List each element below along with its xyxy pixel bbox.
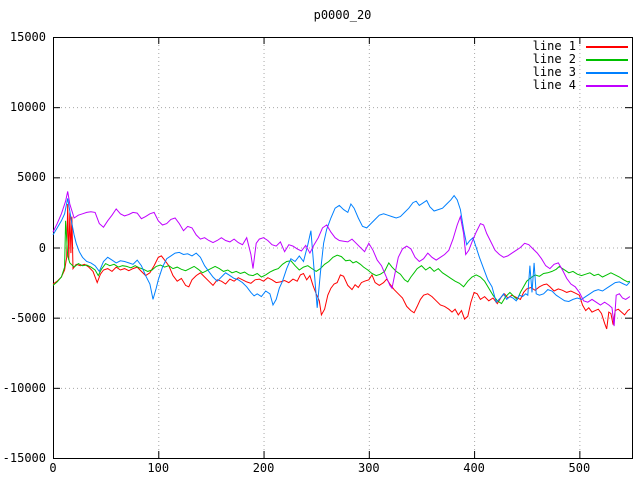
legend-line-sample	[586, 45, 628, 48]
y-axis-tick-label: -10000	[2, 380, 46, 395]
x-axis-tick-label: 0	[49, 461, 57, 475]
legend-label: line 3	[532, 65, 576, 79]
chart-title: p0000_20	[313, 8, 372, 22]
series-line-3	[52, 194, 631, 308]
plot-border	[53, 37, 633, 459]
x-axis-tick-label: 400	[463, 461, 485, 475]
series-line-2	[52, 220, 631, 305]
legend-item: line 1	[533, 40, 628, 53]
y-axis-tick-label: 10000	[9, 100, 46, 115]
x-axis-tick-label: 300	[357, 461, 380, 475]
x-axis-tick-label: 500	[568, 461, 591, 475]
y-axis-tick-label: 15000	[9, 30, 46, 44]
legend-label: line 4	[532, 78, 576, 92]
legend-label: line 1	[532, 39, 576, 53]
legend-item: line 3	[533, 66, 628, 79]
x-axis-tick-label: 100	[147, 461, 170, 475]
y-axis-tick-label: -15000	[2, 451, 46, 465]
legend: line 1 line 2 line 3 line 4	[533, 40, 628, 92]
legend-line-sample	[586, 58, 628, 61]
y-axis-tick-label: 5000	[17, 170, 46, 185]
series-line-4	[52, 191, 631, 327]
legend-line-sample	[586, 84, 628, 87]
y-axis-tick-label: 0	[38, 240, 46, 255]
series-line-1	[52, 203, 631, 330]
legend-item: line 2	[533, 53, 628, 66]
x-axis-tick-label: 200	[252, 461, 275, 475]
legend-label: line 2	[532, 52, 576, 66]
legend-item: line 4	[533, 79, 628, 92]
legend-line-sample	[586, 71, 628, 74]
y-axis-tick-label: -5000	[9, 310, 46, 325]
